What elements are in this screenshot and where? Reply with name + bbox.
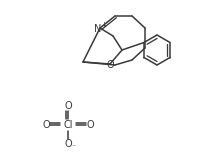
Text: N: N xyxy=(94,24,102,34)
Text: ⁻: ⁻ xyxy=(71,143,75,151)
Text: O: O xyxy=(42,120,50,130)
Text: O: O xyxy=(64,101,72,111)
Text: Cl: Cl xyxy=(63,120,73,130)
Text: O: O xyxy=(86,120,94,130)
Text: O: O xyxy=(64,139,72,149)
Text: O: O xyxy=(106,60,114,70)
Text: +: + xyxy=(101,21,107,29)
